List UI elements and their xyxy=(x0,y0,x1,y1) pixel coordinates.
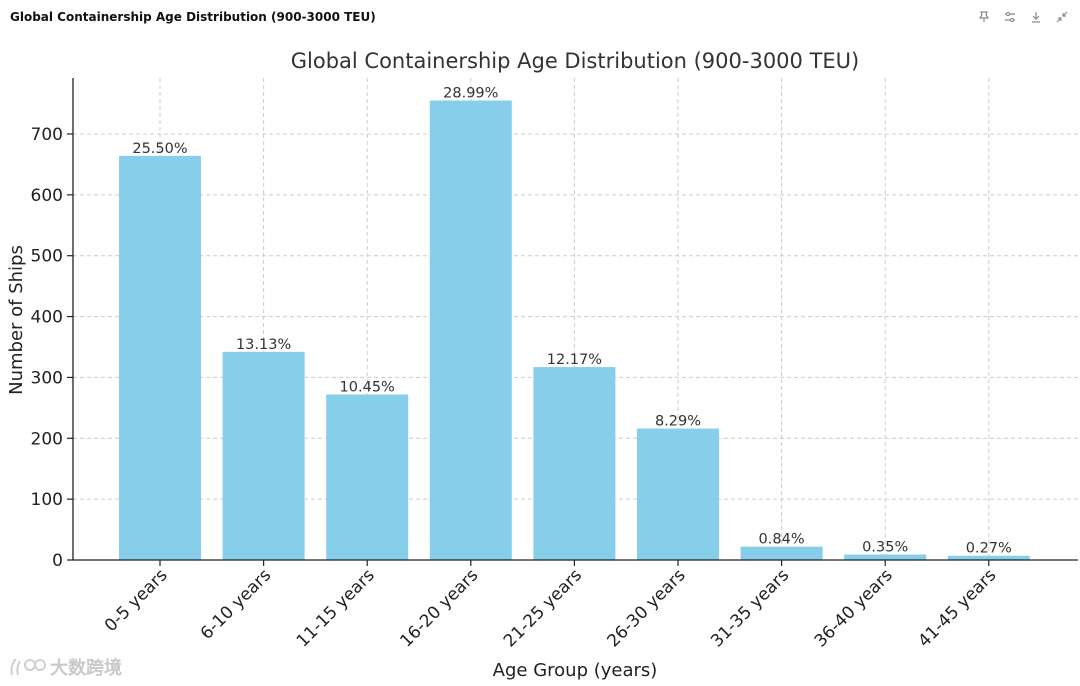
bar xyxy=(222,351,305,560)
bar-data-label: 10.45% xyxy=(340,379,395,395)
x-tick-label: 21-25 years xyxy=(500,565,586,651)
y-tick-label: 0 xyxy=(52,551,63,571)
bar-data-label: 25.50% xyxy=(132,141,187,157)
watermark: 大数跨境 xyxy=(8,654,122,680)
y-tick-label: 100 xyxy=(31,490,63,510)
bar xyxy=(119,155,201,560)
watermark-text: 大数跨境 xyxy=(50,658,122,679)
x-tick-label: 31-35 years xyxy=(707,565,793,651)
y-tick-label: 600 xyxy=(31,186,63,206)
bar-data-label: 13.13% xyxy=(236,337,291,353)
x-tick-label: 0-5 years xyxy=(101,565,172,636)
y-tick-label: 200 xyxy=(31,429,63,449)
bar xyxy=(844,554,927,560)
x-tick-label: 41-45 years xyxy=(914,565,1000,651)
pin-icon[interactable] xyxy=(976,9,992,25)
window-title: Global Containership Age Distribution (9… xyxy=(10,10,376,24)
bar-data-label: 0.84% xyxy=(759,532,805,548)
bar xyxy=(326,394,409,560)
y-tick-label: 400 xyxy=(31,308,63,328)
chart-title: Global Containership Age Distribution (9… xyxy=(291,49,860,73)
settings-icon[interactable] xyxy=(1002,9,1018,25)
x-tick-label: 26-30 years xyxy=(604,565,690,651)
toolbar xyxy=(976,9,1070,25)
x-tick-label: 6-10 years xyxy=(197,565,275,643)
bar-data-label: 8.29% xyxy=(655,414,701,430)
y-axis-label: Number of Ships xyxy=(6,245,27,395)
x-axis-label: Age Group (years) xyxy=(493,660,658,681)
bar xyxy=(429,100,512,561)
y-tick-label: 700 xyxy=(31,125,63,145)
bar xyxy=(637,428,719,560)
window-header: Global Containership Age Distribution (9… xyxy=(0,0,1080,36)
collapse-icon[interactable] xyxy=(1054,9,1070,25)
bar-data-label: 28.99% xyxy=(443,86,498,102)
y-tick-label: 300 xyxy=(31,368,63,388)
bar xyxy=(740,546,823,560)
watermark-logo-icon xyxy=(10,658,46,676)
bar xyxy=(533,367,616,560)
download-icon[interactable] xyxy=(1028,9,1044,25)
bar xyxy=(947,555,1030,560)
y-tick-label: 500 xyxy=(31,247,63,267)
x-tick-label: 36-40 years xyxy=(811,565,897,651)
bar-data-label: 0.27% xyxy=(966,541,1012,557)
bar-data-label: 12.17% xyxy=(547,352,602,368)
bar-chart: 25.50% 13.13% 10.45% 28.99% 12.17% 8.29% 0.84%… xyxy=(6,49,1078,681)
x-tick-label: 16-20 years xyxy=(396,565,482,651)
bar-data-label: 0.35% xyxy=(862,540,908,556)
bars: 25.50% 13.13% 10.45% 28.99% 12.17% 8.29% 0.84%… xyxy=(119,86,1030,561)
x-tick-label: 11-15 years xyxy=(293,565,379,651)
